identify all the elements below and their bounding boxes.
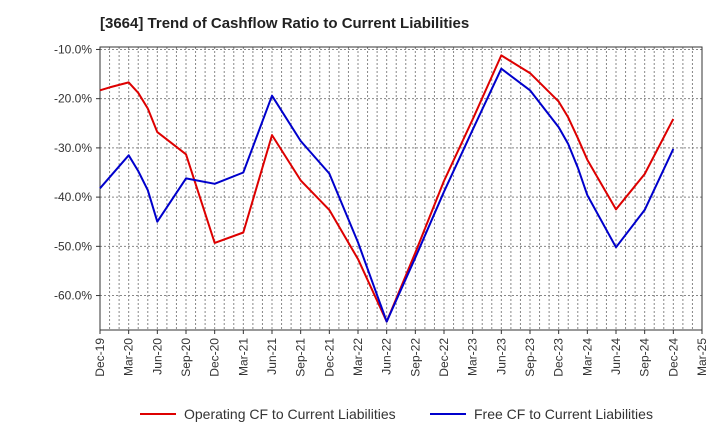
x-tick-label: Dec-23	[552, 338, 566, 377]
grid-lines	[99, 47, 703, 330]
y-tick-label: -10.0%	[54, 42, 92, 56]
legend-label-2: Free CF to Current Liabilities	[474, 406, 653, 422]
x-tick-label: Mar-24	[580, 338, 594, 376]
y-tick-label: -30.0%	[54, 141, 92, 155]
x-tick-label: Mar-23	[466, 338, 480, 376]
x-tick-label: Sep-23	[523, 338, 537, 377]
x-tick-label: Dec-19	[93, 338, 107, 377]
x-tick-label: Sep-20	[179, 338, 193, 377]
x-tick-label: Mar-22	[351, 338, 365, 376]
x-tick-label: Sep-24	[638, 338, 652, 377]
x-tick-label: Sep-22	[408, 338, 422, 377]
x-tick-label: Jun-24	[609, 338, 623, 375]
y-tick-label: -40.0%	[54, 190, 92, 204]
y-tick-label: -60.0%	[54, 289, 92, 303]
x-tick-label: Mar-20	[122, 338, 136, 376]
legend-label-1: Operating CF to Current Liabilities	[184, 406, 396, 422]
x-tick-label: Sep-21	[294, 338, 308, 377]
x-tick-label: Mar-25	[695, 338, 709, 376]
chart-title: [3664] Trend of Cashflow Ratio to Curren…	[100, 15, 470, 32]
series-line-2	[99, 67, 675, 323]
x-tick-label: Jun-23	[494, 338, 508, 375]
x-tick-label: Jun-20	[150, 338, 164, 375]
plot-frame	[99, 46, 703, 331]
x-tick-label: Jun-21	[265, 338, 279, 375]
x-tick-label: Dec-24	[666, 338, 680, 377]
x-tick-label: Dec-22	[437, 338, 451, 377]
x-tick-label: Mar-21	[236, 338, 250, 376]
x-tick-label: Dec-21	[322, 338, 336, 377]
y-tick-label: -20.0%	[54, 92, 92, 106]
series-line-1	[99, 54, 675, 323]
x-tick-label: Dec-20	[208, 338, 222, 377]
y-tick-label: -50.0%	[54, 239, 92, 253]
x-tick-label: Jun-22	[380, 338, 394, 375]
